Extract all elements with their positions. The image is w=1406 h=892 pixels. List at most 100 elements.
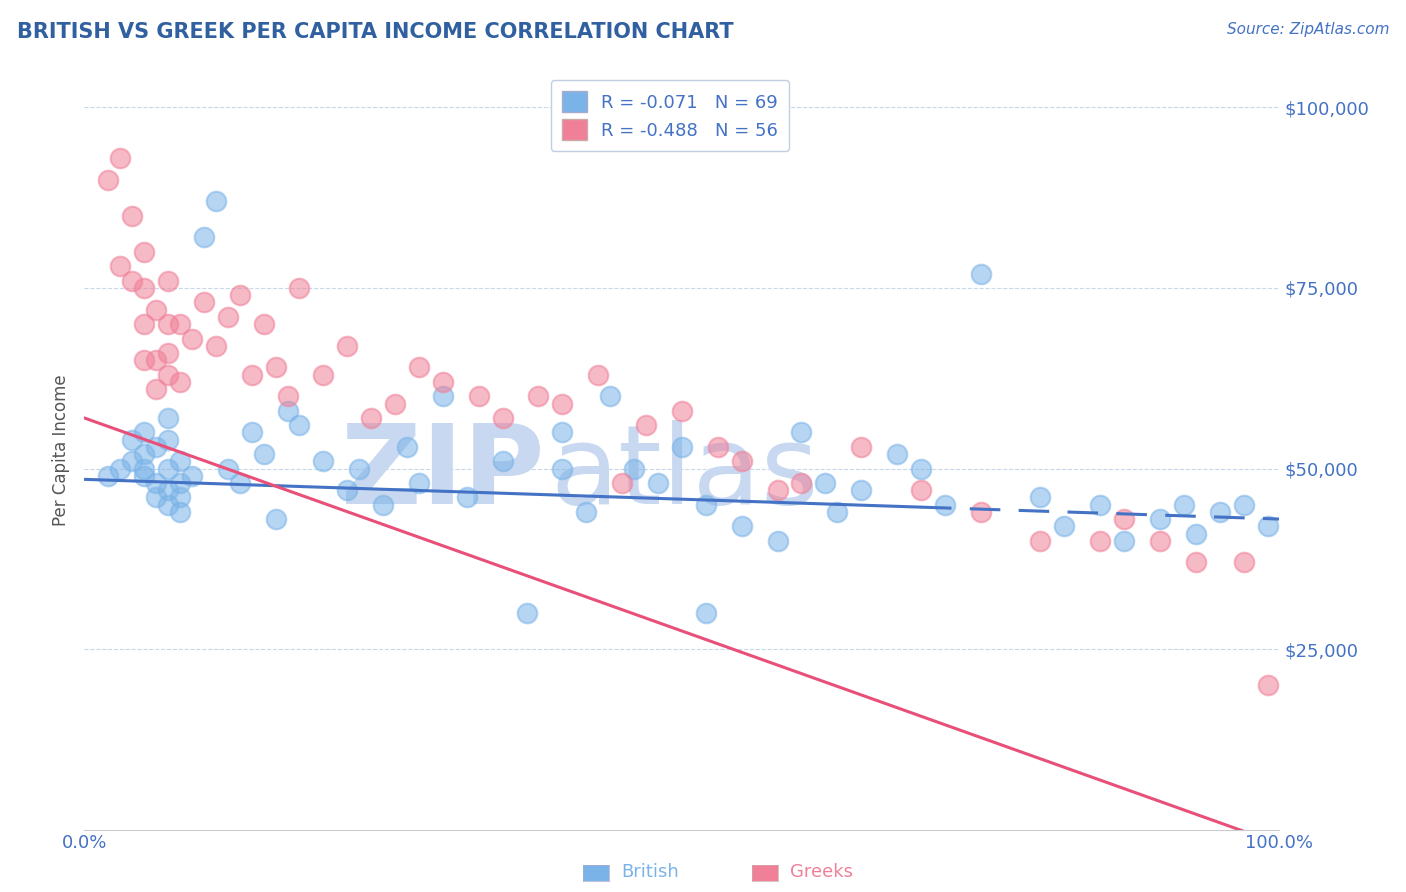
Point	[264, 360, 287, 375]
Point	[110, 151, 132, 165]
Point	[551, 396, 574, 410]
Point	[408, 360, 430, 375]
Point	[1185, 555, 1208, 569]
Point	[492, 454, 515, 468]
Point	[288, 281, 311, 295]
Point	[1149, 533, 1171, 548]
Point	[575, 505, 598, 519]
Point	[157, 368, 180, 382]
Point	[193, 230, 215, 244]
Point	[827, 505, 849, 519]
Point	[1090, 533, 1112, 548]
Point	[97, 468, 120, 483]
Point	[671, 440, 693, 454]
Point	[132, 244, 156, 259]
Point	[1029, 491, 1052, 505]
Point	[169, 454, 191, 468]
Text: Source: ZipAtlas.com: Source: ZipAtlas.com	[1226, 22, 1389, 37]
Point	[121, 209, 143, 223]
Point	[1233, 555, 1256, 569]
Point	[695, 606, 717, 620]
Point	[1173, 498, 1195, 512]
Point	[527, 389, 550, 403]
Point	[1185, 526, 1208, 541]
Point	[851, 483, 873, 498]
Point	[157, 274, 180, 288]
Point	[181, 332, 204, 346]
Point	[121, 274, 143, 288]
Point	[169, 317, 191, 331]
Point	[205, 339, 228, 353]
Point	[731, 519, 754, 533]
Point	[253, 447, 276, 461]
Point	[551, 425, 574, 440]
Point	[886, 447, 908, 461]
Point	[169, 475, 191, 490]
Point	[396, 440, 419, 454]
Point	[132, 461, 156, 475]
Point	[205, 194, 228, 209]
Point	[707, 440, 730, 454]
Point	[384, 396, 406, 410]
Point	[240, 368, 263, 382]
Point	[336, 339, 359, 353]
Point	[468, 389, 491, 403]
Text: Greeks: Greeks	[790, 863, 853, 881]
Point	[910, 483, 932, 498]
Point	[157, 498, 180, 512]
Point	[432, 375, 454, 389]
Point	[516, 606, 538, 620]
Point	[157, 433, 180, 447]
Point	[145, 475, 167, 490]
Point	[766, 483, 789, 498]
Point	[157, 411, 180, 425]
Point	[695, 498, 717, 512]
Point	[599, 389, 621, 403]
Point	[240, 425, 263, 440]
Point	[336, 483, 359, 498]
Point	[253, 317, 276, 331]
Point	[1029, 533, 1052, 548]
Point	[217, 310, 239, 324]
Point	[121, 454, 143, 468]
Point	[157, 346, 180, 360]
Point	[169, 491, 191, 505]
Point	[636, 418, 658, 433]
Point	[169, 505, 191, 519]
Point	[373, 498, 395, 512]
Point	[229, 475, 252, 490]
Text: British: British	[621, 863, 679, 881]
Point	[193, 295, 215, 310]
Point	[360, 411, 382, 425]
Point	[97, 172, 120, 186]
Point	[1149, 512, 1171, 526]
Point	[612, 475, 634, 490]
Point	[1257, 678, 1279, 692]
Point	[623, 461, 645, 475]
Point	[217, 461, 239, 475]
Point	[790, 475, 813, 490]
Point	[1114, 512, 1136, 526]
Point	[551, 461, 574, 475]
Point	[132, 353, 156, 368]
Text: ZIP: ZIP	[342, 420, 544, 526]
Point	[110, 461, 132, 475]
Point	[731, 454, 754, 468]
Point	[157, 317, 180, 331]
Point	[169, 375, 191, 389]
Point	[934, 498, 956, 512]
Point	[349, 461, 371, 475]
Legend: R = -0.071   N = 69, R = -0.488   N = 56: R = -0.071 N = 69, R = -0.488 N = 56	[551, 80, 789, 151]
Point	[145, 491, 167, 505]
Point	[588, 368, 610, 382]
Text: BRITISH VS GREEK PER CAPITA INCOME CORRELATION CHART: BRITISH VS GREEK PER CAPITA INCOME CORRE…	[17, 22, 734, 42]
Text: atlas: atlas	[551, 420, 818, 526]
Point	[432, 389, 454, 403]
Point	[157, 483, 180, 498]
Point	[1053, 519, 1076, 533]
Point	[1233, 498, 1256, 512]
Point	[312, 454, 335, 468]
Point	[1090, 498, 1112, 512]
Point	[288, 418, 311, 433]
Point	[1114, 533, 1136, 548]
